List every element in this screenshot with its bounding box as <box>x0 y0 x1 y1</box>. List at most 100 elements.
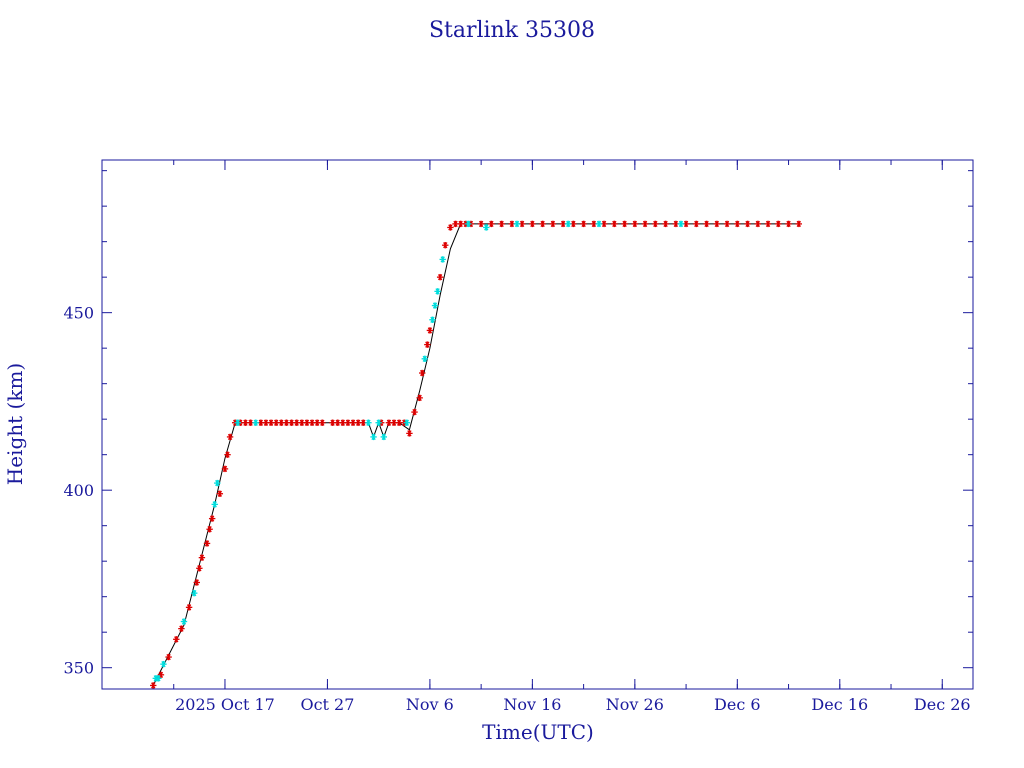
data-point-red <box>185 604 193 611</box>
data-point-red <box>621 220 628 228</box>
data-point-red <box>198 554 206 561</box>
data-point-cyan <box>421 355 428 363</box>
data-point-red <box>411 408 418 416</box>
data-point-red <box>744 220 751 228</box>
data-point-red <box>360 419 367 426</box>
data-point-cyan <box>211 501 218 508</box>
data-point-red <box>262 419 270 426</box>
y-tick-label: 450 <box>63 304 94 323</box>
data-point-red <box>631 220 639 228</box>
data-point-red <box>764 220 772 228</box>
data-point-cyan <box>429 316 436 323</box>
data-point-cyan <box>403 419 411 426</box>
data-point-red <box>196 565 203 572</box>
data-point-red <box>226 433 234 441</box>
data-point-red <box>150 682 157 689</box>
height-line <box>152 223 799 686</box>
data-point-cyan <box>234 419 241 426</box>
data-point-red <box>208 515 216 522</box>
data-point-red <box>319 419 326 426</box>
data-point-red <box>477 220 485 228</box>
data-point-red <box>224 451 231 458</box>
data-point-red <box>611 220 618 228</box>
data-point-red <box>488 220 495 228</box>
data-point-red <box>193 579 200 586</box>
data-point-red <box>498 220 505 228</box>
data-point-red <box>570 220 577 228</box>
data-point-red <box>734 220 741 228</box>
data-point-red <box>447 224 454 231</box>
data-point-red <box>203 540 211 547</box>
data-point-red <box>662 220 669 228</box>
data-point-red <box>157 671 165 678</box>
tick-labels: 2025 Oct 17 Oct 27 Nov 6 Nov 16 Nov 26 Dec 6 D… <box>63 304 970 714</box>
data-point-cyan <box>375 419 382 426</box>
data-point-red <box>785 220 792 228</box>
data-point-red <box>641 220 649 228</box>
data-point-cyan <box>595 220 603 228</box>
data-point-red <box>165 653 172 661</box>
data-point-red <box>590 220 598 228</box>
plot-frame <box>101 159 974 690</box>
x-tick-label: 2025 Oct 17 <box>175 695 275 714</box>
x-axis-label: Time(UTC) <box>482 720 594 744</box>
data-point-red <box>713 220 721 228</box>
data-point-red <box>795 220 802 228</box>
data-point-red <box>216 490 224 497</box>
data-point-cyan <box>252 419 259 426</box>
data-point-cyan <box>431 302 439 309</box>
data-point-cyan <box>155 675 162 682</box>
data-point-cyan <box>565 220 572 228</box>
data-point-red <box>206 526 213 533</box>
data-point-red <box>173 636 180 643</box>
x-tick-label: Nov 16 <box>503 695 561 714</box>
data-point-red <box>672 220 680 228</box>
data-point-red <box>775 220 782 228</box>
data-point-cyan <box>365 419 372 426</box>
data-point-cyan <box>380 433 387 441</box>
data-point-red <box>354 419 362 426</box>
y-tick-label: 400 <box>63 481 94 500</box>
chart-title: Starlink 35308 <box>429 18 595 43</box>
x-tick-label: Dec 6 <box>714 695 761 714</box>
data-point-red <box>293 419 300 426</box>
data-point-red <box>652 220 659 228</box>
data-point-cyan <box>180 618 188 625</box>
data-point-red <box>221 465 229 473</box>
x-tick-label: Nov 6 <box>406 695 454 714</box>
data-point-red <box>703 220 710 228</box>
data-point-red <box>416 394 423 402</box>
data-point-cyan <box>513 220 521 228</box>
data-point-red <box>549 220 557 228</box>
data-point-cyan <box>214 479 221 487</box>
plot-area <box>150 220 802 689</box>
data-point-red <box>723 220 731 228</box>
x-tick-label: Dec 16 <box>811 695 868 714</box>
data-point-red <box>539 220 546 228</box>
data-point-red <box>529 220 536 228</box>
data-point-red <box>580 220 587 228</box>
x-tick-label: Dec 26 <box>914 695 971 714</box>
data-point-red <box>426 327 434 334</box>
data-point-red <box>442 242 449 249</box>
data-point-cyan <box>370 433 377 441</box>
data-point-red <box>754 220 762 228</box>
data-point-red <box>283 419 290 426</box>
x-tick-label: Nov 26 <box>606 695 664 714</box>
data-point-red <box>693 220 700 228</box>
data-point-red <box>406 430 413 437</box>
data-point-cyan <box>677 220 685 228</box>
data-point-red <box>424 341 431 348</box>
data-point-cyan <box>465 220 472 228</box>
data-point-cyan <box>439 256 446 263</box>
data-point-cyan <box>434 288 441 295</box>
data-point-cyan <box>160 660 167 668</box>
data-point-red <box>436 273 444 281</box>
axis-ticks <box>102 160 973 689</box>
data-point-cyan <box>483 224 490 231</box>
data-point-red <box>385 419 393 426</box>
y-tick-label: 350 <box>63 659 94 678</box>
data-point-red <box>349 419 357 426</box>
y-axis-label: Height (km) <box>3 363 27 485</box>
